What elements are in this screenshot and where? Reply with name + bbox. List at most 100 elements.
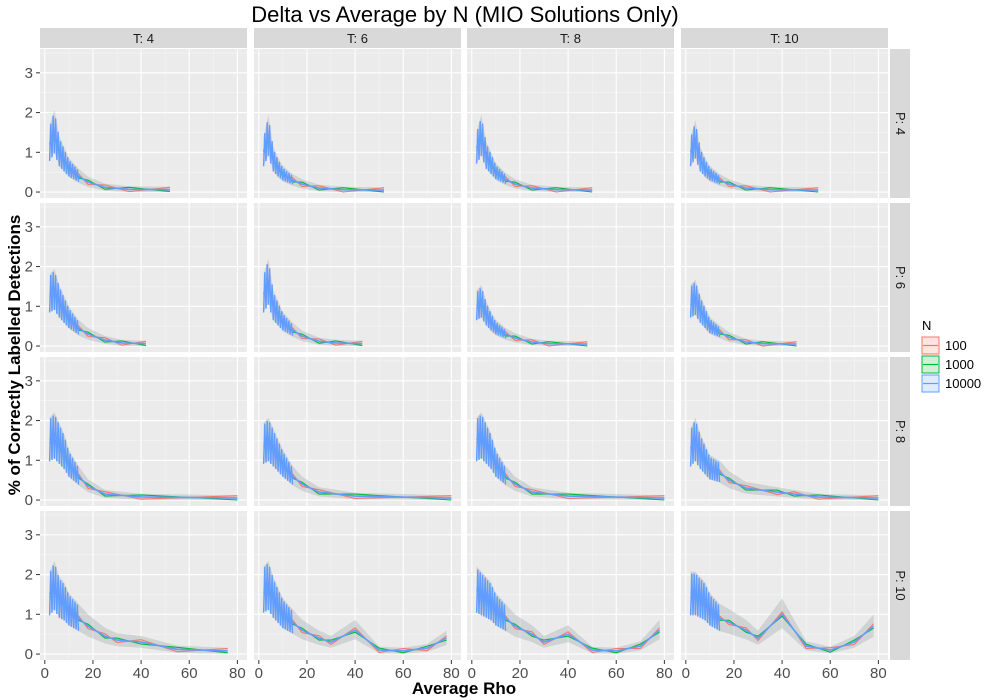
legend: N 100 1000 10000 — [921, 318, 981, 393]
column-strip-label: T: 6 — [347, 31, 368, 46]
y-tick-label: 3 — [25, 65, 33, 82]
column-strip — [467, 28, 674, 48]
y-tick-label: 0 — [25, 646, 33, 663]
x-tick-label: 0 — [468, 665, 476, 682]
row-strip — [890, 49, 910, 198]
facet-series — [475, 285, 588, 347]
series-detail-line — [689, 126, 721, 185]
column-strip-label: T: 8 — [560, 31, 581, 46]
column-strip — [40, 28, 247, 48]
facet-series — [262, 417, 452, 501]
x-tick-label: 80 — [229, 665, 246, 682]
series-detail-line — [48, 272, 80, 335]
column-strip — [681, 28, 888, 48]
facet-series — [48, 560, 228, 654]
series-detail-line — [689, 282, 721, 338]
y-tick-label: 3 — [25, 527, 33, 544]
y-tick-label: 1 — [25, 452, 33, 469]
x-tick-label: 60 — [608, 665, 625, 682]
facet-series — [475, 115, 593, 193]
y-tick-label: 0 — [25, 492, 33, 509]
x-axis-title: Average Rho — [412, 679, 516, 698]
facet-panel — [40, 49, 247, 198]
row-strip-label: P: 6 — [893, 266, 908, 289]
facet-series — [475, 566, 661, 654]
x-tick-label: 40 — [133, 665, 150, 682]
series-detail-line — [475, 569, 507, 631]
series-detail-line — [262, 420, 294, 485]
y-tick-label: 0 — [25, 184, 33, 201]
x-tick-label: 80 — [656, 665, 673, 682]
panel-background — [681, 357, 888, 506]
column-strip-label: T: 4 — [133, 31, 154, 46]
facet-panel — [40, 357, 247, 506]
series-detail-line — [475, 120, 507, 184]
y-tick-label: 2 — [25, 105, 33, 122]
series-detail-line — [48, 565, 80, 631]
facet-panel — [254, 511, 461, 660]
facet-series — [475, 412, 665, 501]
panel-background — [467, 357, 674, 506]
y-tick-label: 3 — [25, 373, 33, 390]
panel-background — [254, 511, 461, 660]
facet-series — [48, 269, 147, 347]
column-strip-label: T: 10 — [770, 31, 798, 46]
facet-series — [262, 115, 385, 193]
legend-title: N — [922, 318, 931, 333]
x-tick-label: 0 — [682, 665, 690, 682]
facet-series — [689, 279, 797, 347]
facet-panel — [254, 49, 461, 198]
series-detail-line — [689, 422, 721, 483]
row-strip-label: P: 8 — [893, 420, 908, 443]
y-tick-label: 1 — [25, 144, 33, 161]
y-tick-label: 2 — [25, 259, 33, 276]
series-detail-line — [48, 115, 80, 182]
legend-label: 1000 — [945, 357, 974, 372]
facet-panel — [254, 357, 461, 506]
series-detail-line — [262, 122, 294, 185]
facet-panel — [467, 357, 674, 506]
y-tick-label: 2 — [25, 413, 33, 430]
facet-series — [689, 417, 879, 501]
x-tick-label: 20 — [512, 665, 529, 682]
facet-panel — [40, 511, 247, 660]
panel-background — [681, 511, 888, 660]
chart-title: Delta vs Average by N (MIO Solutions Onl… — [251, 2, 679, 27]
facet-series — [48, 109, 171, 193]
row-strip — [890, 203, 910, 352]
facet-series — [262, 560, 447, 654]
facet-series — [262, 258, 363, 347]
legend-label: 10000 — [945, 376, 981, 391]
confidence-ribbon — [476, 566, 660, 654]
x-tick-label: 0 — [41, 665, 49, 682]
series-detail-line — [262, 264, 294, 336]
facet-panel — [681, 511, 888, 660]
row-strip-label: P: 4 — [893, 112, 908, 135]
y-tick-label: 1 — [25, 606, 33, 623]
x-tick-label: 80 — [870, 665, 887, 682]
panel-background — [40, 357, 247, 506]
confidence-ribbon — [49, 109, 170, 192]
series-detail-line — [48, 415, 80, 485]
legend-label: 100 — [945, 338, 967, 353]
series-detail-line — [475, 415, 507, 485]
y-tick-label: 0 — [25, 338, 33, 355]
x-tick-label: 20 — [726, 665, 743, 682]
x-tick-label: 60 — [395, 665, 412, 682]
row-strip — [890, 357, 910, 506]
y-tick-label: 2 — [25, 567, 33, 584]
x-tick-label: 60 — [822, 665, 839, 682]
y-tick-label: 1 — [25, 298, 33, 315]
x-tick-label: 80 — [443, 665, 460, 682]
x-tick-label: 20 — [299, 665, 316, 682]
facet-series — [689, 571, 875, 654]
row-strip-label: P: 10 — [893, 570, 908, 600]
series-detail-line — [689, 573, 721, 631]
x-tick-label: 40 — [347, 665, 364, 682]
facet-panel — [254, 203, 461, 352]
x-tick-label: 20 — [85, 665, 102, 682]
series-detail-line — [475, 288, 507, 339]
series-detail-line — [262, 564, 294, 634]
